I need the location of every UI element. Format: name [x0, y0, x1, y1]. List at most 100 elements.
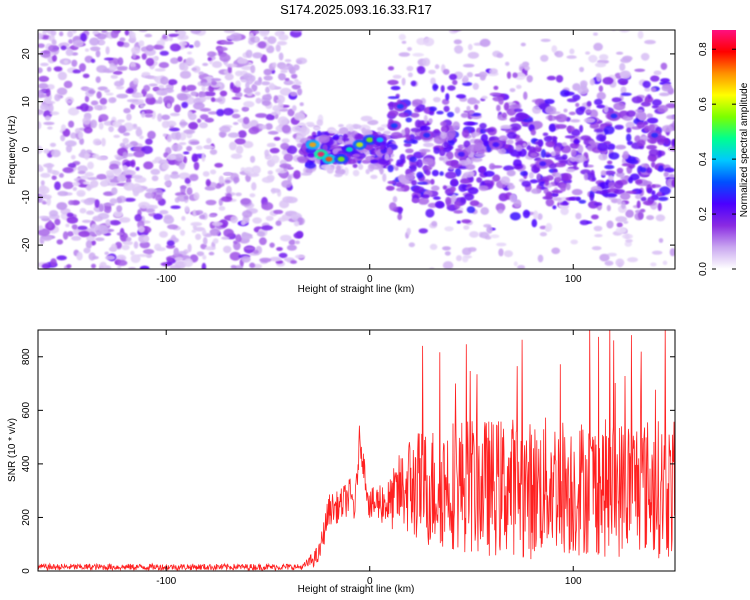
heatmap-blob — [608, 152, 620, 160]
heatmap-blob — [89, 46, 101, 52]
heatmap-blob — [279, 87, 292, 96]
heatmap-blob — [63, 59, 69, 65]
heatmap-blob — [230, 265, 237, 269]
heatmap-blob — [579, 124, 584, 133]
heatmap-blob — [496, 242, 507, 247]
heatmap-blob — [390, 131, 403, 139]
heatmap-blob — [295, 254, 306, 259]
heatmap-blob — [148, 83, 158, 87]
heatmap-blob — [596, 72, 602, 82]
heatmap-blob — [72, 186, 78, 191]
heatmap-blob — [116, 205, 123, 213]
heatmap-blob — [169, 43, 181, 52]
heatmap-blob — [478, 71, 488, 78]
heatmap-blob — [261, 225, 273, 231]
heatmap-blob — [637, 30, 644, 39]
heatmap-blob — [150, 168, 161, 175]
heatmap-blob — [293, 112, 306, 121]
heatmap-blob — [552, 197, 562, 201]
heatmap-blob — [596, 91, 606, 100]
heatmap-blob — [47, 126, 53, 130]
heatmap-blob — [445, 171, 457, 179]
heatmap-blob — [456, 255, 462, 262]
heatmap-blob — [462, 63, 475, 68]
heatmap-blob — [387, 79, 399, 86]
heatmap-blob — [225, 63, 238, 68]
heatmap-blob — [468, 43, 473, 51]
heatmap-blob — [512, 72, 518, 78]
heatmap-blob — [41, 89, 47, 93]
heatmap-blob — [190, 91, 198, 97]
heatmap-blob — [251, 165, 261, 175]
heatmap-blob — [522, 61, 530, 67]
heatmap-blob — [278, 217, 287, 222]
colorbar-label: Normalized spectral amplitude — [739, 82, 750, 217]
heatmap-blob — [95, 76, 101, 83]
heatmap-blob — [410, 112, 420, 118]
heatmap-blob — [48, 219, 53, 229]
heatmap-blob — [208, 214, 217, 218]
heatmap-blob — [533, 210, 539, 220]
heatmap-blob — [193, 161, 200, 171]
heatmap-blob — [169, 264, 181, 269]
heatmap-blob — [224, 179, 231, 184]
heatmap-blob — [654, 164, 659, 170]
heatmap-blob — [456, 220, 461, 224]
heatmap-blob — [249, 262, 256, 269]
heatmap-blob — [516, 84, 522, 89]
heatmap-blob — [501, 112, 508, 119]
heatmap-blob — [365, 144, 374, 151]
heatmap-blob — [186, 145, 193, 152]
heatmap-blob — [509, 212, 521, 221]
heatmap-blob — [657, 165, 665, 172]
heatmap-blob — [38, 83, 49, 90]
heatmap-blob — [189, 141, 200, 145]
heatmap-blob — [466, 72, 473, 78]
heatmap-blob — [545, 105, 557, 115]
heatmap-blob — [504, 182, 514, 186]
heatmap-blob — [657, 191, 663, 197]
heatmap-blob — [184, 195, 189, 200]
heatmap-blob — [334, 173, 343, 178]
heatmap-blob — [223, 245, 232, 254]
colorbar-gradient — [712, 30, 736, 269]
heatmap-blob — [486, 225, 493, 234]
heatmap-blob — [635, 194, 642, 200]
heatmap-blob — [429, 106, 437, 112]
heatmap-blob — [184, 206, 190, 213]
heatmap-blob — [57, 71, 67, 81]
heatmap-blob — [452, 79, 458, 86]
heatmap-blob — [450, 186, 456, 192]
heatmap-blob — [202, 171, 210, 177]
heatmap-blob — [439, 171, 444, 176]
heatmap-blob — [232, 122, 239, 125]
heatmap-blob — [405, 173, 415, 181]
heatmap-blob — [593, 42, 603, 52]
heatmap-blob — [551, 45, 558, 53]
heatmap-blob — [166, 257, 174, 262]
heatmap-blob — [513, 159, 522, 168]
heatmap-blob — [77, 170, 86, 175]
heatmap-blob — [200, 82, 212, 87]
snr-panel: -100 0 100 0 200 400 600 800 Height of straight… — [7, 329, 676, 595]
heatmap-blob — [107, 182, 119, 187]
heatmap-blob — [498, 148, 507, 155]
heatmap-blob — [92, 215, 103, 222]
heatmap-blob — [607, 160, 613, 165]
heatmap-blob — [56, 87, 68, 96]
heatmap-blob — [521, 180, 532, 187]
heatmap-blob — [317, 151, 325, 157]
heatmap-blob — [236, 58, 248, 64]
heatmap-blob — [129, 232, 137, 238]
heatmap-blob — [117, 174, 126, 183]
y-tick-label: -20 — [21, 237, 32, 252]
heatmap-blob — [273, 136, 281, 141]
heatmap-blob — [337, 156, 345, 162]
heatmap-blob — [105, 170, 114, 176]
heatmap-blob — [243, 116, 250, 125]
heatmap-blob — [67, 163, 77, 168]
heatmap-blob — [544, 179, 550, 186]
heatmap-blob — [187, 110, 193, 118]
y-tick-label: -10 — [21, 190, 32, 205]
heatmap-blob — [457, 151, 465, 157]
